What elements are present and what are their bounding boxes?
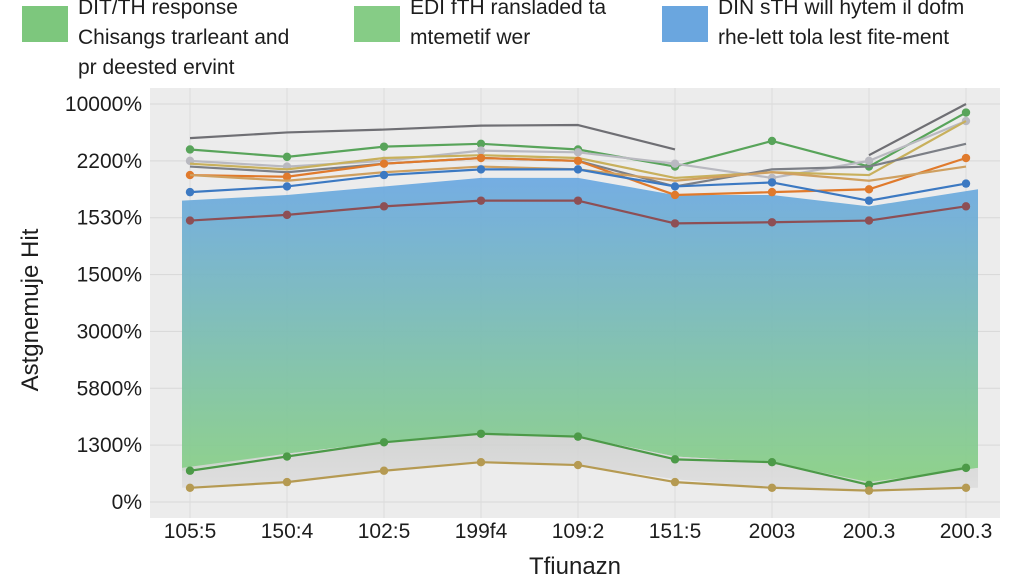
- data-point: [282, 152, 292, 162]
- data-point: [767, 218, 777, 227]
- series-line: [189, 103, 967, 157]
- data-point: [573, 148, 583, 157]
- data-point: [282, 210, 292, 220]
- legend-swatch: [22, 6, 68, 42]
- data-point: [961, 153, 971, 163]
- shaded-band: [182, 177, 978, 485]
- data-point: [282, 182, 292, 191]
- data-point: [379, 466, 389, 475]
- legend-entry: DIN sTH will hytem il dofm: [718, 0, 964, 19]
- data-point: [573, 432, 583, 441]
- legend-swatch: [662, 6, 708, 42]
- legend-entry: pr deested ervint: [78, 56, 235, 79]
- y-tick-label: 10000%: [65, 93, 142, 116]
- y-tick-label: 2200%: [77, 150, 142, 173]
- legend-entry: mtemetif wer: [410, 26, 530, 49]
- data-point: [573, 196, 583, 205]
- data-point: [185, 145, 195, 154]
- data-point: [670, 219, 680, 228]
- y-tick-label: 1500%: [77, 264, 142, 287]
- x-tick-label: 151:5: [649, 520, 702, 543]
- data-point: [573, 165, 583, 174]
- data-point: [282, 172, 292, 181]
- data-point: [767, 187, 777, 197]
- data-point: [185, 466, 195, 475]
- data-point: [476, 165, 486, 174]
- data-point: [864, 486, 874, 495]
- x-tick-label: 2003: [749, 520, 796, 543]
- data-point: [961, 463, 971, 473]
- data-point: [961, 179, 971, 188]
- data-point: [282, 477, 292, 487]
- data-point: [670, 159, 680, 168]
- legend-swatch: [354, 6, 400, 42]
- y-tick-label: 5800%: [77, 377, 142, 400]
- y-tick-label: 1300%: [77, 434, 142, 457]
- data-point: [767, 458, 777, 467]
- data-point: [961, 108, 971, 117]
- data-point: [864, 216, 874, 225]
- data-point: [185, 187, 195, 197]
- data-point: [476, 153, 486, 163]
- series-lines: [185, 103, 971, 495]
- data-point: [961, 202, 971, 211]
- data-point: [767, 136, 777, 146]
- data-point: [670, 190, 680, 200]
- data-point: [476, 139, 486, 148]
- x-tick-label: 105:5: [164, 520, 217, 543]
- data-point: [379, 159, 389, 168]
- x-tick-label: 200.3: [843, 520, 896, 543]
- x-tick-label: 199f4: [455, 520, 508, 543]
- data-point: [670, 477, 680, 487]
- data-point: [476, 429, 486, 438]
- data-point: [379, 438, 389, 447]
- legend: DIT/TH response Chisangs trarleant and pr …: [22, 0, 964, 79]
- x-tick-label: 150:4: [261, 520, 314, 543]
- data-point: [476, 196, 486, 205]
- data-point: [864, 156, 874, 166]
- data-point: [476, 458, 486, 467]
- data-point: [670, 182, 680, 191]
- x-axis-tick-labels: 105:5 150:4 102:5 199f4 109:2 151:5 2003 200.3 2…: [164, 520, 993, 543]
- x-tick-label: 109:2: [552, 520, 605, 543]
- data-point: [864, 196, 874, 205]
- data-point: [379, 142, 389, 151]
- y-tick-label: 1530%: [77, 207, 142, 230]
- data-point: [767, 178, 777, 187]
- data-point: [961, 483, 971, 492]
- data-point: [185, 483, 195, 492]
- y-tick-label: 0%: [112, 491, 142, 514]
- data-point: [573, 460, 583, 470]
- legend-entry: Chisangs trarleant and: [78, 26, 289, 49]
- y-axis-tick-labels: 10000% 2200% 1530% 1500% 3000% 5800% 1300% 0%: [65, 93, 142, 514]
- legend-entry: EDI fTH ransladed ta: [410, 0, 606, 19]
- data-point: [282, 452, 292, 461]
- data-point: [767, 483, 777, 492]
- legend-entry: DIT/TH response: [78, 0, 238, 19]
- x-tick-label: 102:5: [358, 520, 411, 543]
- data-point: [670, 455, 680, 464]
- shaded-bands: [182, 177, 978, 491]
- data-point: [573, 156, 583, 166]
- x-axis-title: Tfiunazn: [529, 553, 621, 576]
- data-point: [476, 146, 486, 155]
- legend-entry: rhe-lett tola lest fite-ment: [718, 26, 949, 49]
- y-axis-title: Astgnemuje Hit: [17, 228, 44, 391]
- data-point: [185, 216, 195, 225]
- y-tick-label: 3000%: [77, 320, 142, 343]
- data-point: [379, 170, 389, 180]
- x-tick-label: 200.3: [940, 520, 993, 543]
- data-point: [864, 185, 874, 194]
- data-point: [379, 202, 389, 211]
